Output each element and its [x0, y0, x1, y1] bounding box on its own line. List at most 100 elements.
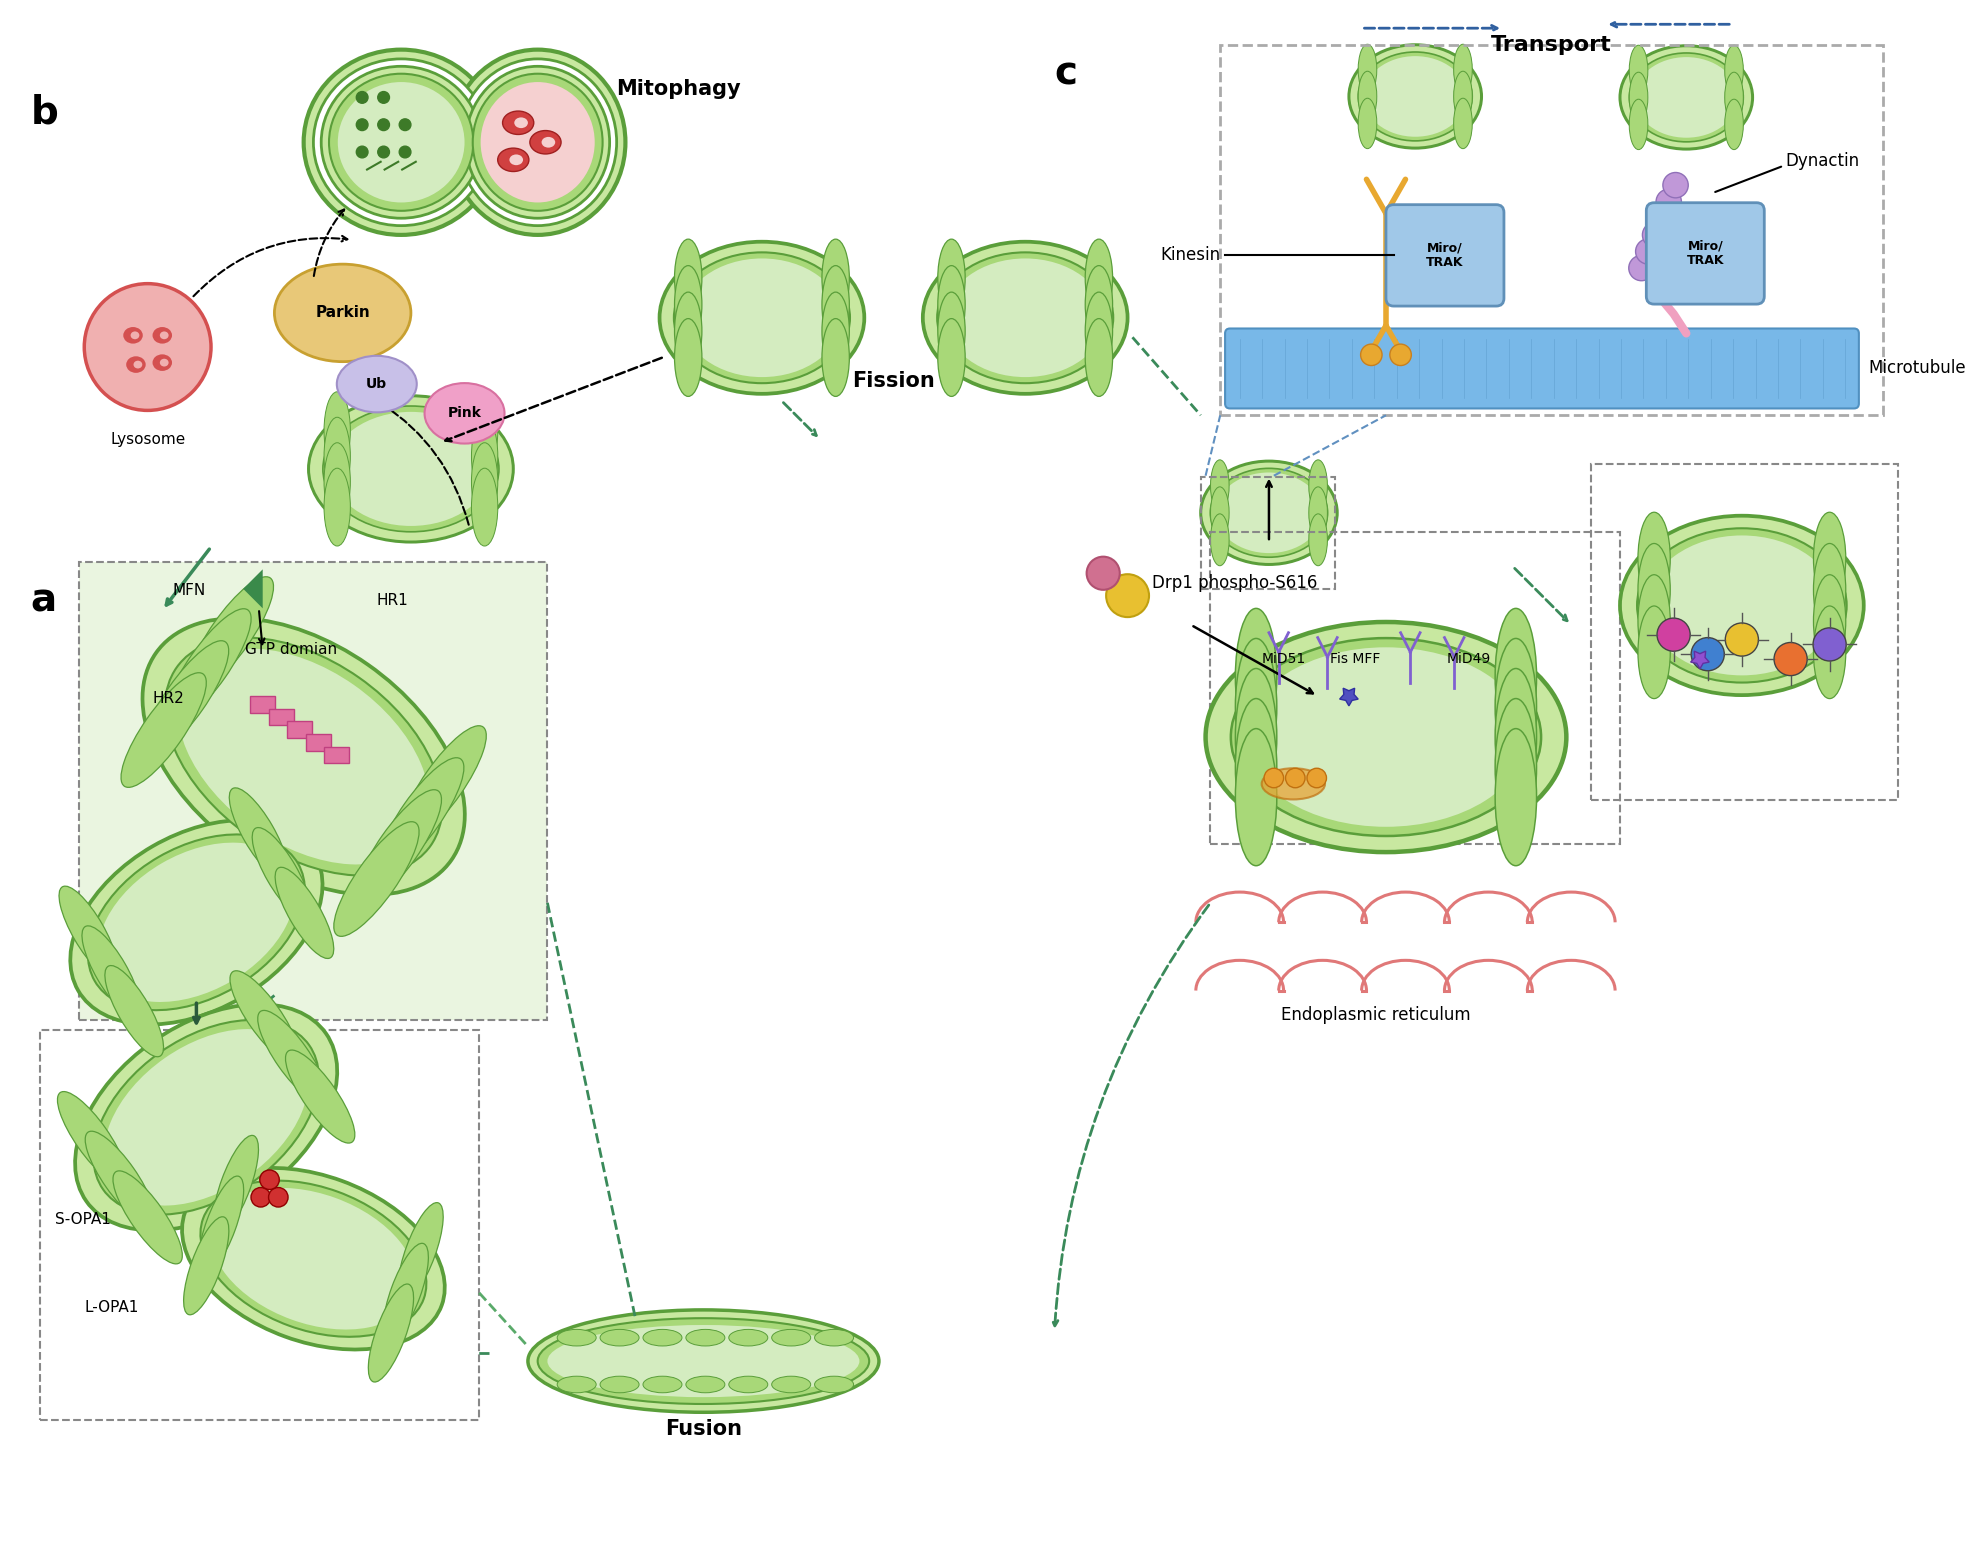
Ellipse shape — [120, 672, 205, 787]
Ellipse shape — [685, 1329, 725, 1346]
Ellipse shape — [1495, 608, 1537, 745]
Ellipse shape — [322, 67, 482, 218]
Bar — [79, 562, 547, 1019]
Ellipse shape — [152, 355, 172, 370]
Text: Dynactin: Dynactin — [1785, 152, 1860, 170]
Bar — [1590, 464, 1898, 800]
Ellipse shape — [330, 73, 474, 210]
Circle shape — [1629, 255, 1655, 280]
Ellipse shape — [675, 266, 701, 344]
Ellipse shape — [166, 608, 251, 724]
Ellipse shape — [681, 258, 841, 377]
Ellipse shape — [1236, 728, 1276, 865]
Ellipse shape — [600, 1329, 640, 1346]
Bar — [324, 747, 350, 764]
Circle shape — [1264, 769, 1284, 787]
Circle shape — [1691, 638, 1724, 671]
Ellipse shape — [537, 1318, 869, 1404]
Ellipse shape — [822, 319, 849, 397]
Circle shape — [1774, 643, 1807, 675]
Text: Microtubule: Microtubule — [1868, 359, 1967, 378]
Ellipse shape — [322, 406, 500, 532]
Circle shape — [1307, 769, 1327, 787]
Text: Fusion: Fusion — [666, 1419, 743, 1439]
Polygon shape — [1339, 688, 1359, 706]
Ellipse shape — [644, 1376, 681, 1393]
Bar — [251, 696, 275, 713]
Ellipse shape — [334, 822, 419, 937]
Text: a: a — [32, 580, 57, 619]
Ellipse shape — [152, 327, 172, 344]
Text: MiD49: MiD49 — [1448, 652, 1491, 666]
Circle shape — [377, 146, 389, 157]
Circle shape — [1106, 574, 1149, 618]
Text: Endoplasmic reticulum: Endoplasmic reticulum — [1282, 1005, 1471, 1024]
Ellipse shape — [529, 131, 561, 154]
Text: Drp1 phospho-S616: Drp1 phospho-S616 — [1151, 574, 1317, 591]
Bar — [79, 562, 547, 1019]
Text: S-OPA1: S-OPA1 — [55, 1212, 111, 1228]
Text: Lysosome: Lysosome — [111, 433, 186, 447]
Ellipse shape — [472, 417, 498, 495]
Ellipse shape — [134, 361, 142, 369]
Ellipse shape — [338, 356, 417, 412]
Circle shape — [1726, 622, 1758, 657]
Circle shape — [399, 118, 411, 131]
Text: Transport: Transport — [1491, 34, 1612, 54]
Ellipse shape — [458, 59, 616, 226]
Circle shape — [1361, 344, 1382, 366]
Ellipse shape — [1620, 515, 1864, 696]
Ellipse shape — [1724, 72, 1744, 123]
Ellipse shape — [480, 82, 594, 202]
Ellipse shape — [1637, 543, 1671, 636]
Ellipse shape — [527, 1310, 879, 1413]
Circle shape — [261, 1170, 278, 1189]
Ellipse shape — [1236, 608, 1276, 745]
Text: Pink: Pink — [448, 406, 482, 420]
Circle shape — [1390, 344, 1412, 366]
Ellipse shape — [324, 417, 350, 495]
Ellipse shape — [57, 1092, 126, 1184]
Circle shape — [1086, 557, 1120, 590]
Text: MiD51: MiD51 — [1262, 652, 1305, 666]
Bar — [306, 734, 332, 750]
Ellipse shape — [822, 293, 849, 370]
Circle shape — [356, 118, 367, 131]
Ellipse shape — [1629, 45, 1647, 95]
Circle shape — [269, 1187, 288, 1207]
Text: L-OPA1: L-OPA1 — [85, 1299, 138, 1315]
Circle shape — [356, 146, 367, 157]
Bar — [1221, 45, 1884, 415]
Ellipse shape — [1629, 100, 1647, 149]
Ellipse shape — [498, 148, 529, 171]
Ellipse shape — [332, 412, 490, 526]
Text: Fis MFF: Fis MFF — [1329, 652, 1381, 666]
Ellipse shape — [1647, 535, 1837, 675]
Ellipse shape — [1813, 574, 1847, 668]
Ellipse shape — [1236, 699, 1276, 836]
Ellipse shape — [1495, 728, 1537, 865]
Ellipse shape — [1084, 240, 1112, 317]
Ellipse shape — [182, 1169, 444, 1349]
Ellipse shape — [1230, 638, 1540, 836]
Ellipse shape — [1629, 72, 1647, 123]
Ellipse shape — [1236, 669, 1276, 806]
Ellipse shape — [675, 293, 701, 370]
Ellipse shape — [1813, 543, 1847, 636]
Ellipse shape — [130, 331, 140, 339]
Ellipse shape — [198, 1176, 243, 1274]
Circle shape — [1663, 173, 1689, 198]
Ellipse shape — [675, 319, 701, 397]
Ellipse shape — [257, 1010, 328, 1103]
Circle shape — [251, 1187, 271, 1207]
Ellipse shape — [1363, 56, 1467, 137]
Ellipse shape — [308, 395, 514, 541]
Ellipse shape — [188, 577, 273, 691]
Ellipse shape — [1309, 487, 1327, 538]
Ellipse shape — [369, 1284, 413, 1382]
Ellipse shape — [160, 331, 168, 339]
Ellipse shape — [324, 468, 350, 546]
Ellipse shape — [1262, 769, 1325, 800]
Ellipse shape — [105, 1029, 308, 1206]
Ellipse shape — [178, 649, 429, 865]
